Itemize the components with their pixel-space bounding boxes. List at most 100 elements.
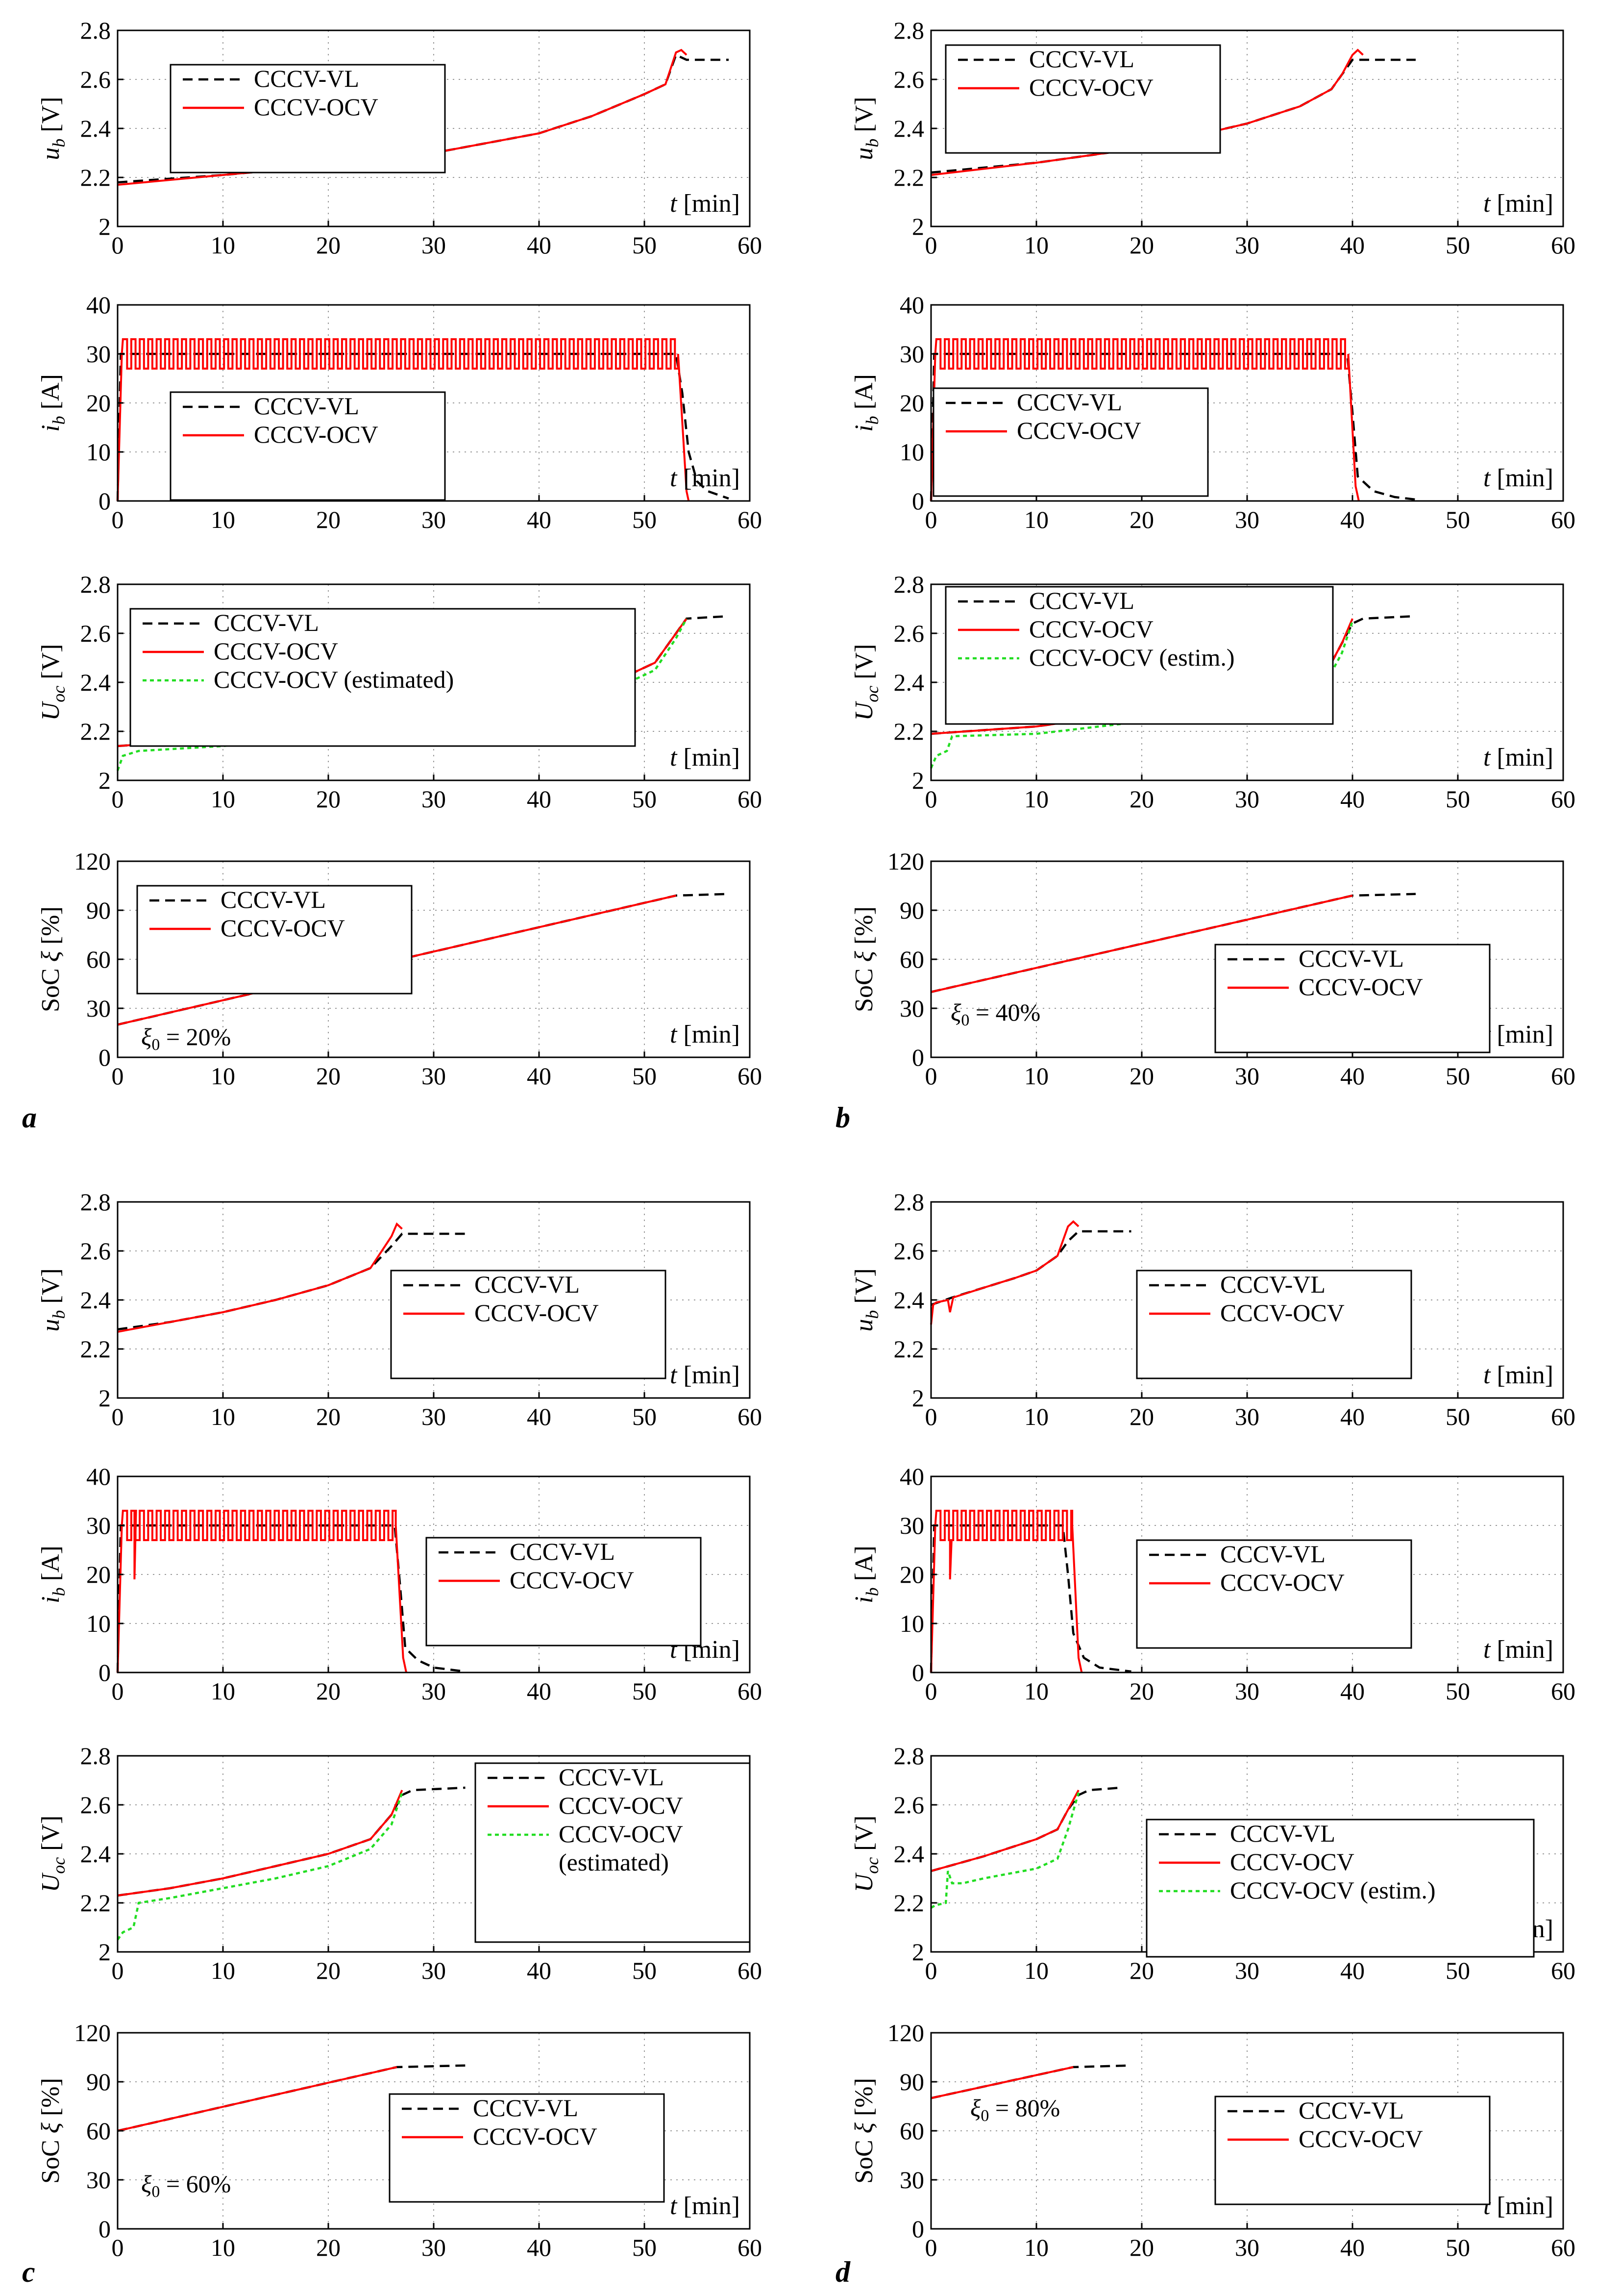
chart-b_uoc: 0 10 20 30 40 50 60 2 2.2 2.4 2.6 2.8 Uoc [V] t [min]… (850, 571, 1575, 813)
ytick-label-a_uoc-3: 2.6 (80, 620, 111, 647)
xtick-label-d_uoc-4: 40 (1340, 1957, 1365, 1984)
ytick-label-a_uoc-4: 2.8 (80, 571, 111, 598)
xtick-label-b_soc-2: 20 (1130, 1062, 1154, 1090)
ytick-label-c_ub-4: 2.8 (80, 1188, 111, 1216)
chart-b_ib: 0 10 20 30 40 50 60 0 10 20 30 40 ib [A] t [min] CCCV-… (850, 291, 1575, 533)
chart-a_ib: 0 10 20 30 40 50 60 0 10 20 30 40 ib [A] t [min] CCCV-… (37, 291, 762, 533)
chart-d_ib: 0 10 20 30 40 50 60 0 10 20 30 40 ib [A] t [min] CCCV-… (850, 1463, 1575, 1705)
xtick-label-b_ub-4: 40 (1340, 231, 1365, 259)
legend-label-d_soc-0: CCCV-VL (1299, 2096, 1404, 2124)
ytick-label-d_uoc-4: 2.8 (894, 1742, 925, 1770)
legend-label-b_ib-0: CCCV-VL (1017, 388, 1122, 416)
ylabel-c_uoc: Uoc [V] (37, 1816, 69, 1893)
xlabel-d_soc: t [min] (1483, 2192, 1553, 2220)
xlabel-d_ub: t [min] (1483, 1361, 1553, 1389)
ytick-label-a_soc-4: 120 (74, 848, 111, 875)
legend-box-c_soc (389, 2093, 665, 2203)
xtick-label-d_uoc-5: 50 (1446, 1957, 1470, 1984)
ytick-label-a_ib-0: 0 (98, 487, 111, 515)
xtick-label-a_ib-4: 40 (527, 506, 551, 533)
annotation-a_soc: ξ0 = 20% (141, 1023, 231, 1054)
series-c_uoc-2 (117, 1792, 403, 1941)
xtick-label-d_ib-6: 60 (1551, 1677, 1575, 1705)
ytick-label-c_ub-2: 2.4 (80, 1286, 111, 1314)
xtick-label-a_soc-0: 0 (112, 1062, 124, 1090)
legend-box-a_uoc (129, 608, 636, 747)
ytick-label-b_uoc-1: 2.2 (894, 718, 925, 745)
xtick-label-a_ib-6: 60 (737, 506, 762, 533)
xlabel-a_ub: t [min] (670, 190, 740, 218)
xtick-label-b_ub-3: 30 (1235, 231, 1259, 259)
xtick-label-a_ib-5: 50 (632, 506, 657, 533)
ytick-label-d_soc-1: 30 (900, 2166, 924, 2194)
xtick-label-d_soc-5: 50 (1446, 2234, 1470, 2261)
ytick-label-b_ib-4: 40 (900, 291, 924, 319)
ylabel-b_ib: ib [A] (850, 374, 882, 432)
xtick-label-c_ib-6: 60 (737, 1677, 762, 1705)
series-b_ub-1 (931, 49, 1364, 176)
xtick-label-b_soc-5: 50 (1446, 1062, 1470, 1090)
ytick-label-b_ib-2: 20 (900, 389, 924, 417)
legend-box-d_soc (1214, 2096, 1491, 2205)
xtick-label-c_ib-3: 30 (421, 1677, 446, 1705)
ytick-label-c_ib-3: 30 (86, 1512, 111, 1539)
ytick-label-d_ub-2: 2.4 (894, 1286, 925, 1314)
ytick-label-c_soc-3: 90 (86, 2068, 111, 2096)
ytick-label-a_ib-4: 40 (86, 291, 111, 319)
ytick-label-a_uoc-0: 2 (98, 767, 111, 794)
panel-label-c: c (22, 2256, 35, 2288)
series-c_ib-1 (117, 1510, 408, 1673)
legend-box-b_ib (933, 387, 1209, 497)
xtick-label-b_uoc-6: 60 (1551, 785, 1575, 813)
legend-label-c_uoc-0: CCCV-VL (559, 1763, 664, 1791)
ytick-label-c_uoc-1: 2.2 (80, 1889, 111, 1917)
xtick-label-c_ub-1: 10 (211, 1403, 235, 1430)
ylabel-c_ub: ub [V] (37, 1268, 69, 1331)
ytick-label-c_uoc-4: 2.8 (80, 1742, 111, 1770)
xtick-label-a_ub-3: 30 (421, 231, 446, 259)
ytick-label-b_uoc-2: 2.4 (894, 669, 925, 696)
ytick-label-c_ub-0: 2 (98, 1384, 111, 1412)
xtick-label-a_soc-2: 20 (316, 1062, 341, 1090)
xtick-label-d_ub-0: 0 (925, 1403, 937, 1430)
xlabel-b_ub: t [min] (1483, 190, 1553, 218)
xtick-label-b_uoc-2: 20 (1130, 785, 1154, 813)
ytick-label-c_uoc-0: 2 (98, 1938, 111, 1966)
ytick-label-b_soc-3: 90 (900, 897, 924, 924)
xtick-label-c_ub-5: 50 (632, 1403, 657, 1430)
xtick-label-c_uoc-0: 0 (112, 1957, 124, 1984)
xtick-label-a_ub-0: 0 (112, 231, 124, 259)
series-a_ib-1 (117, 338, 690, 501)
legend-label-a_ib-0: CCCV-VL (254, 392, 359, 420)
ytick-label-d_soc-3: 90 (900, 2068, 924, 2096)
ylabel-a_ib: ib [A] (37, 374, 69, 432)
series-c_uoc-1 (117, 1790, 403, 1897)
ytick-label-c_ib-4: 40 (86, 1463, 111, 1490)
ylabel-c_ib: ib [A] (37, 1546, 69, 1603)
xtick-label-c_ib-0: 0 (112, 1677, 124, 1705)
ytick-label-a_soc-2: 60 (86, 946, 111, 973)
legend-label-c_ib-1: CCCV-OCV (510, 1566, 634, 1594)
xtick-label-d_uoc-6: 60 (1551, 1957, 1575, 1984)
legend-label-d_ib-0: CCCV-VL (1220, 1540, 1326, 1568)
legend-label-c_ib-0: CCCV-VL (510, 1538, 615, 1565)
legend-label-d_ub-0: CCCV-VL (1220, 1271, 1326, 1298)
xtick-label-a_uoc-5: 50 (632, 785, 657, 813)
xtick-label-d_ib-1: 10 (1024, 1677, 1049, 1705)
xtick-label-b_uoc-3: 30 (1235, 785, 1259, 813)
xtick-label-a_uoc-0: 0 (112, 785, 124, 813)
series-b_soc-1 (931, 895, 1353, 993)
xtick-label-c_ub-6: 60 (737, 1403, 762, 1430)
xtick-label-b_soc-6: 60 (1551, 1062, 1575, 1090)
legend-box-b_uoc (945, 586, 1334, 725)
series-c_soc-1 (117, 2066, 397, 2132)
legend-label-c_uoc-2: CCCV-OCV (559, 1820, 683, 1847)
legend-label-d_soc-1: CCCV-OCV (1299, 2125, 1423, 2152)
ytick-label-d_ub-3: 2.6 (894, 1237, 925, 1265)
xtick-label-d_ib-2: 20 (1130, 1677, 1154, 1705)
